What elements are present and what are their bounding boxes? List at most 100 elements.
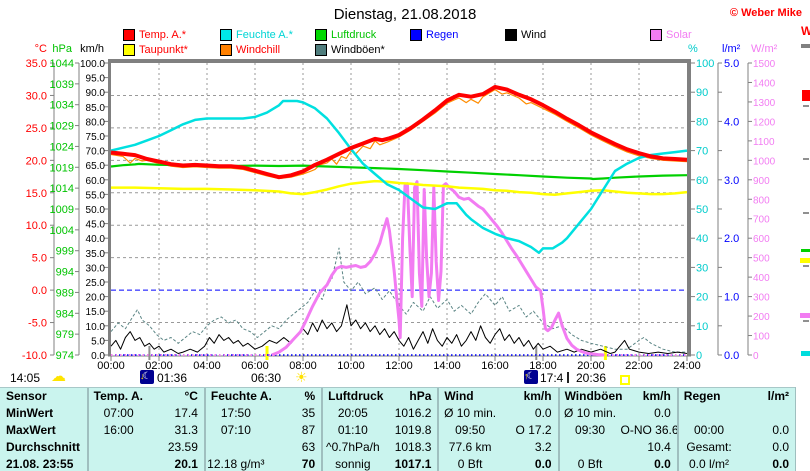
- table-cell: 01:10 1019.8: [323, 422, 437, 439]
- series-solar-line: [271, 180, 605, 357]
- axis-label-c: 35.0: [26, 58, 47, 70]
- axis-label-kmh: 5.0: [91, 336, 105, 347]
- table-col-header: Wind km/h: [439, 388, 557, 405]
- axis-label-c: 20.0: [26, 155, 47, 167]
- edge-mark: [803, 105, 809, 107]
- axis-title-lm2: l/m²: [722, 43, 741, 55]
- astro-footer: 14:05 ☁ ☾ ↓ 01:36 06:30 ☀ ☾ ↑ 17:4 20:36: [0, 368, 810, 387]
- axis-title-hpa: hPa: [52, 43, 72, 55]
- cell-value: 63: [301, 439, 316, 454]
- cell-time: 09:30: [575, 422, 606, 437]
- col-unit: km/h: [642, 389, 671, 404]
- axis-label-hpa: 1034: [50, 100, 74, 112]
- table-column: Regen l/m² 00:00 0.0 Gesamt: 0.0 0.0 l/m² 0.0: [676, 388, 795, 471]
- legend-label: Windböen*: [331, 44, 385, 56]
- col-name: Luftdruck: [328, 389, 384, 404]
- cell-value: 0.0: [654, 406, 671, 421]
- col-name: Temp. A.: [93, 389, 144, 404]
- legend-item-windchill: Windchill: [220, 44, 280, 56]
- edge-mark: [803, 158, 809, 160]
- cell-value: 0.0: [772, 456, 789, 471]
- page-title: Dienstag, 21.08.2018: [333, 6, 477, 23]
- edge-mark: [803, 265, 809, 267]
- time-label: 10:00: [337, 360, 365, 372]
- axis-label-pct: 80: [696, 116, 708, 128]
- axis-label-lm2: 5.0: [724, 58, 739, 70]
- edge-mark: [801, 351, 810, 356]
- axis-label-hpa: 974: [56, 350, 74, 362]
- time-label: 08:00: [289, 360, 317, 372]
- table-row-label: MinWert: [6, 406, 54, 421]
- axis-label-pct: 10: [696, 321, 708, 333]
- time-label: 20:00: [577, 360, 605, 372]
- cell-time: sonnig: [335, 456, 371, 471]
- table-column: Windböen km/h Ø 10 min. 0.0 09:30 O-NO 36.6 10…: [557, 388, 677, 471]
- axis-label-lm2: 3.0: [724, 175, 739, 187]
- table-cell: 09:30 O-NO 36.6: [560, 422, 677, 439]
- axis-label-c: 15.0: [26, 188, 47, 200]
- legend-label: Regen: [426, 29, 459, 41]
- time-label: 24:00: [673, 360, 701, 372]
- weather-cloud-icon: ☁: [51, 368, 66, 385]
- axis-label-c: 10.0: [26, 220, 47, 232]
- axis-label-kmh: 65.0: [86, 161, 106, 172]
- moonset-time: 01:36: [157, 371, 188, 385]
- axis-label-kmh: 85.0: [86, 103, 106, 114]
- legend-item-luftdruck: Luftdruck: [315, 29, 376, 41]
- axis-label-lm2: 4.0: [724, 116, 739, 128]
- axis-label-kmh: 50.0: [86, 205, 106, 216]
- axis-label-wm2: 0: [753, 351, 759, 362]
- axis-title-pct: %: [688, 43, 698, 55]
- legend-label: Luftdruck: [331, 29, 377, 41]
- axis-label-pct: 50: [696, 204, 708, 216]
- table-column: Sensor MinWert MaxWert Durchschnitt 21.08. 2…: [0, 388, 87, 471]
- table-column: Feuchte A.% 17:50 35 07:10 87 63 12.18 g/m³ 70: [203, 388, 321, 471]
- cell-time: 0 Bft: [457, 456, 483, 471]
- col-unit: hPa: [409, 389, 432, 404]
- axis-label-hpa: 989: [56, 287, 74, 299]
- axis-label-kmh: 75.0: [86, 132, 106, 143]
- cell-value: 0.0: [772, 422, 789, 437]
- cell-value: 23.59: [167, 439, 198, 454]
- cell-value: 20.1: [174, 456, 198, 471]
- axis-label-pct: 70: [696, 146, 708, 158]
- edge-mark: [801, 249, 810, 252]
- table-cell: Ø 10 min. 0.0: [560, 405, 677, 422]
- table-corner-header: Sensor: [6, 389, 47, 404]
- time-label: 04:00: [193, 360, 221, 372]
- axis-label-kmh: 70.0: [86, 147, 106, 158]
- axis-label-wm2: 1100: [753, 137, 775, 148]
- table-column: Temp. A. °C 07:00 17.4 16:00 31.3 23.59 20.1: [86, 388, 204, 471]
- table-row-label: Durchschnitt: [6, 439, 81, 454]
- table-row-label: 21.08. 23:55: [6, 456, 74, 471]
- table-cell: 09:50 O 17.2: [439, 422, 557, 439]
- table-col-header: Luftdruck hPa: [323, 388, 437, 405]
- legend-item-wind: Wind: [505, 29, 546, 41]
- cell-value: 1017.1: [394, 456, 432, 471]
- cell-value: 31.3: [174, 422, 198, 437]
- summary-table: Sensor MinWert MaxWert Durchschnitt 21.08. 2…: [0, 387, 795, 471]
- moonrise-time: 17:4: [540, 371, 564, 385]
- cell-value: 87: [301, 422, 316, 437]
- axis-label-wm2: 1200: [753, 117, 776, 128]
- table-cell: Ø 10 min. 0.0: [439, 405, 557, 422]
- table-cell: 23.59: [89, 438, 204, 455]
- cell-value: 0.0: [534, 456, 552, 471]
- cell-time: Gesamt:: [686, 439, 732, 454]
- axis-label-hpa: 1009: [50, 204, 74, 216]
- table-col-header: Feuchte A.%: [206, 388, 321, 405]
- legend-label: Wind: [521, 29, 547, 41]
- axis-label-kmh: 80.0: [86, 117, 106, 128]
- axis-label-wm2: 1400: [753, 78, 776, 89]
- plot-border-left: [108, 59, 111, 356]
- axis-label-kmh: 35.0: [86, 249, 106, 260]
- axis-label-kmh: 20.0: [86, 293, 106, 304]
- plot-border-top: [108, 59, 691, 63]
- axis-label-wm2: 100: [753, 332, 770, 343]
- legend-item-temp-a: Temp. A.*: [123, 29, 186, 41]
- cell-time: Ø 10 min.: [564, 406, 617, 421]
- table-col-header: Regen l/m²: [679, 388, 795, 405]
- legend-color-swatch: [650, 29, 662, 41]
- axis-label-wm2: 600: [753, 234, 770, 245]
- table-cell: 0 Bft 0.0: [560, 455, 677, 471]
